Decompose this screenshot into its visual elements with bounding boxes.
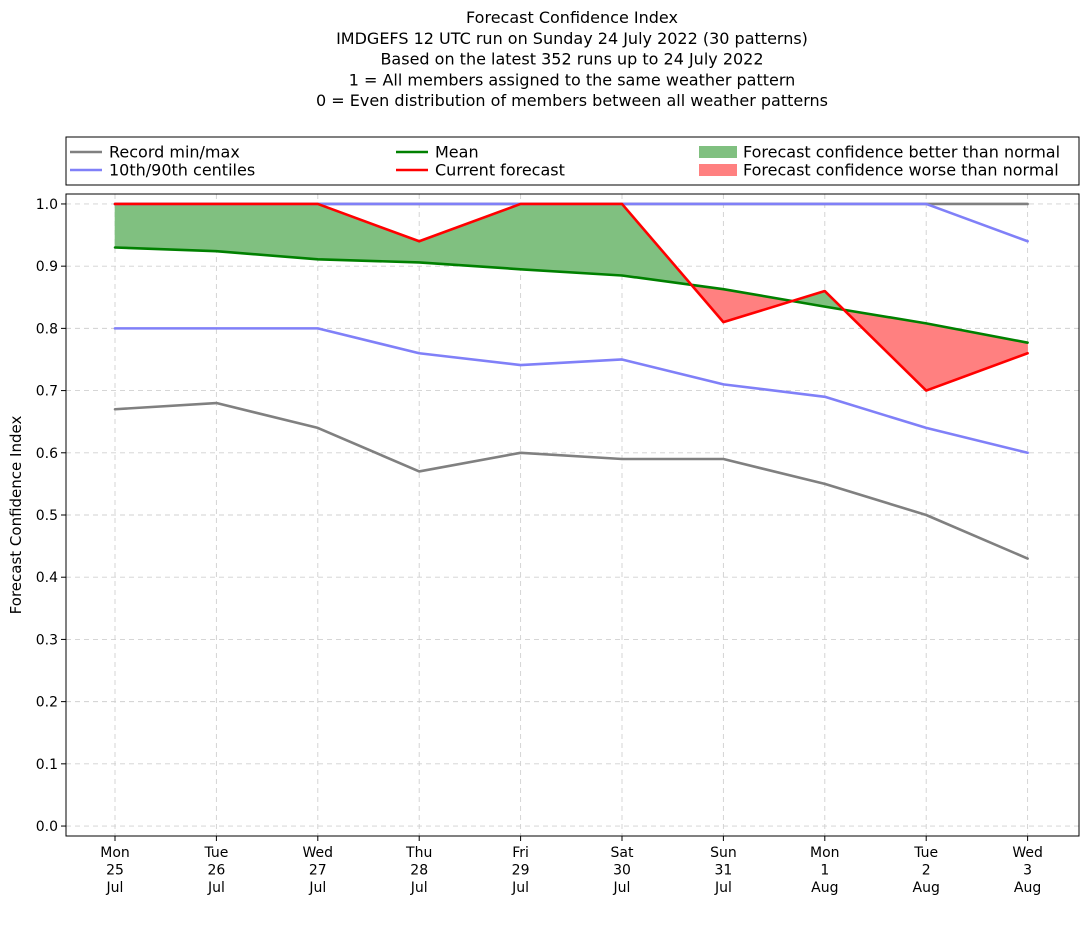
- y-tick-label-2: 0.2: [36, 695, 58, 711]
- y-axis-label: Forecast Confidence Index: [7, 416, 25, 615]
- x-tick-label-8-2: Aug: [913, 880, 940, 896]
- x-tick-label-3-0: Thu: [405, 845, 432, 861]
- x-tick-label-6-0: Sun: [710, 845, 737, 861]
- y-tick-label-1: 0.1: [36, 757, 58, 773]
- better-fill-4-0: [520, 203, 623, 276]
- x-tick-label-5-2: Jul: [613, 880, 631, 896]
- chart-title: Forecast Confidence Index IMDGEFS 12 UTC …: [316, 8, 828, 110]
- title-line-1: Forecast Confidence Index: [466, 8, 678, 27]
- x-tick-label-7-0: Mon: [810, 845, 840, 861]
- grid: [66, 194, 1079, 836]
- x-tick-label-5-0: Sat: [611, 845, 634, 861]
- y-tick-label-7: 0.7: [36, 384, 58, 400]
- x-tick-label-9-2: Aug: [1014, 880, 1041, 896]
- x-tick-label-3-1: 28: [410, 863, 428, 879]
- x-tick-label-9-0: Wed: [1012, 845, 1043, 861]
- x-tick-label-7-1: 1: [820, 863, 829, 879]
- series-lines: [113, 202, 1029, 560]
- x-tick-label-4-2: Jul: [511, 880, 529, 896]
- x-tick-label-4-1: 29: [512, 863, 530, 879]
- y-tick-label-10: 1.0: [36, 197, 58, 213]
- y-axis-ticks: 0.0 0.1 0.2 0.3 0.4 0.5 0.6 0.7 0.8 0.9 1.0: [36, 197, 66, 835]
- confidence-fills: [114, 203, 1028, 392]
- x-tick-label-8-0: Tue: [913, 845, 938, 861]
- legend-label-mean: Mean: [435, 143, 479, 162]
- y-tick-label-4: 0.4: [36, 570, 58, 586]
- x-tick-label-8-1: 2: [922, 863, 931, 879]
- legend-label-forecast-confidence-worse-than-normal: Forecast confidence worse than normal: [743, 161, 1059, 180]
- record-min-line: [113, 401, 1029, 560]
- x-tick-label-0-1: 25: [106, 863, 124, 879]
- x-tick-label-6-2: Jul: [714, 880, 732, 896]
- legend-box: [65, 136, 1080, 186]
- title-line-5: 0 = Even distribution of members between…: [316, 91, 828, 110]
- x-tick-label-9-1: 3: [1023, 863, 1032, 879]
- x-tick-label-5-1: 30: [613, 863, 631, 879]
- x-tick-label-7-2: Aug: [811, 880, 838, 896]
- y-tick-label-6: 0.6: [36, 446, 58, 462]
- mean-line: [113, 246, 1029, 344]
- x-tick-label-3-2: Jul: [410, 880, 428, 896]
- x-tick-label-2-0: Wed: [303, 845, 334, 861]
- y-tick-label-9: 0.9: [36, 259, 58, 275]
- title-line-3: Based on the latest 352 runs up to 24 Ju…: [380, 50, 763, 69]
- x-tick-label-6-1: 31: [714, 863, 732, 879]
- y-tick-label-8: 0.8: [36, 321, 58, 337]
- x-tick-label-1-1: 26: [207, 863, 225, 879]
- current-forecast-line: [113, 202, 1029, 392]
- x-axis-ticks: Mon25JulTue26JulWed27JulThu28JulFri29Jul…: [100, 836, 1043, 896]
- 10th-centile-line: [113, 327, 1029, 455]
- x-tick-label-2-2: Jul: [308, 880, 326, 896]
- x-tick-label-0-2: Jul: [106, 880, 124, 896]
- legend-swatch-forecast-confidence-better-than-normal: [699, 146, 737, 158]
- x-tick-label-1-0: Tue: [203, 845, 228, 861]
- x-tick-label-1-2: Jul: [207, 880, 225, 896]
- y-tick-label-5: 0.5: [36, 508, 58, 524]
- legend-label-current-forecast: Current forecast: [435, 161, 565, 180]
- better-fill-0-0: [114, 203, 217, 252]
- legend-label-record-min-max: Record min/max: [109, 143, 240, 162]
- better-fill-2-0: [317, 203, 420, 263]
- legend-swatch-forecast-confidence-worse-than-normal: [699, 164, 737, 176]
- better-fill-1-0: [216, 203, 319, 260]
- title-line-4: 1 = All members assigned to the same wea…: [349, 70, 796, 89]
- title-line-2: IMDGEFS 12 UTC run on Sunday 24 July 202…: [336, 29, 808, 48]
- y-tick-label-3: 0.3: [36, 632, 58, 648]
- x-tick-label-2-1: 27: [309, 863, 327, 879]
- legend-label-10th-90th-centiles: 10th/90th centiles: [109, 161, 255, 180]
- y-tick-label-0: 0.0: [36, 819, 58, 835]
- x-tick-label-4-0: Fri: [512, 845, 529, 861]
- x-tick-label-0-0: Mon: [100, 845, 130, 861]
- legend-label-forecast-confidence-better-than-normal: Forecast confidence better than normal: [743, 143, 1060, 162]
